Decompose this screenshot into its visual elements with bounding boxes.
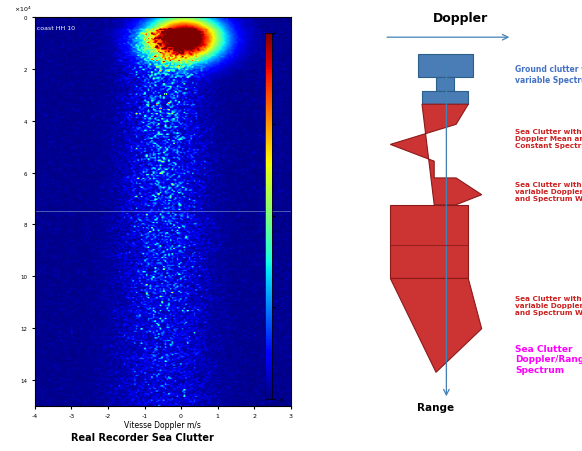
Text: Ground clutter with
variable Spectrum Width: Ground clutter with variable Spectrum Wi… [515, 65, 582, 84]
Text: Sea Clutter with joint
variable Doppler Mean
and Spectrum Width: Sea Clutter with joint variable Doppler … [515, 182, 582, 202]
Text: Sea Clutter with joint
variable Doppler Mean
and Spectrum Width: Sea Clutter with joint variable Doppler … [515, 295, 582, 316]
Text: Real Recorder Sea Clutter: Real Recorder Sea Clutter [71, 432, 214, 442]
Text: Doppler: Doppler [433, 12, 488, 25]
Text: Spectrogram coast HH 10: Spectrogram coast HH 10 [0, 26, 76, 31]
Polygon shape [391, 205, 469, 279]
Bar [422, 92, 469, 105]
Text: Sea Clutter
Doppler/Range
Spectrum: Sea Clutter Doppler/Range Spectrum [515, 344, 582, 374]
X-axis label: Vitesse Doppler m/s: Vitesse Doppler m/s [125, 420, 201, 429]
Polygon shape [391, 279, 482, 373]
Text: $\times 10^4$: $\times 10^4$ [15, 5, 32, 14]
Text: Sea Clutter with variable
Doppler Mean and
Constant Spectrum Width: Sea Clutter with variable Doppler Mean a… [515, 129, 582, 148]
Polygon shape [391, 105, 482, 205]
Text: Range: Range [417, 403, 455, 413]
Bar [418, 55, 473, 78]
Bar [436, 78, 455, 92]
